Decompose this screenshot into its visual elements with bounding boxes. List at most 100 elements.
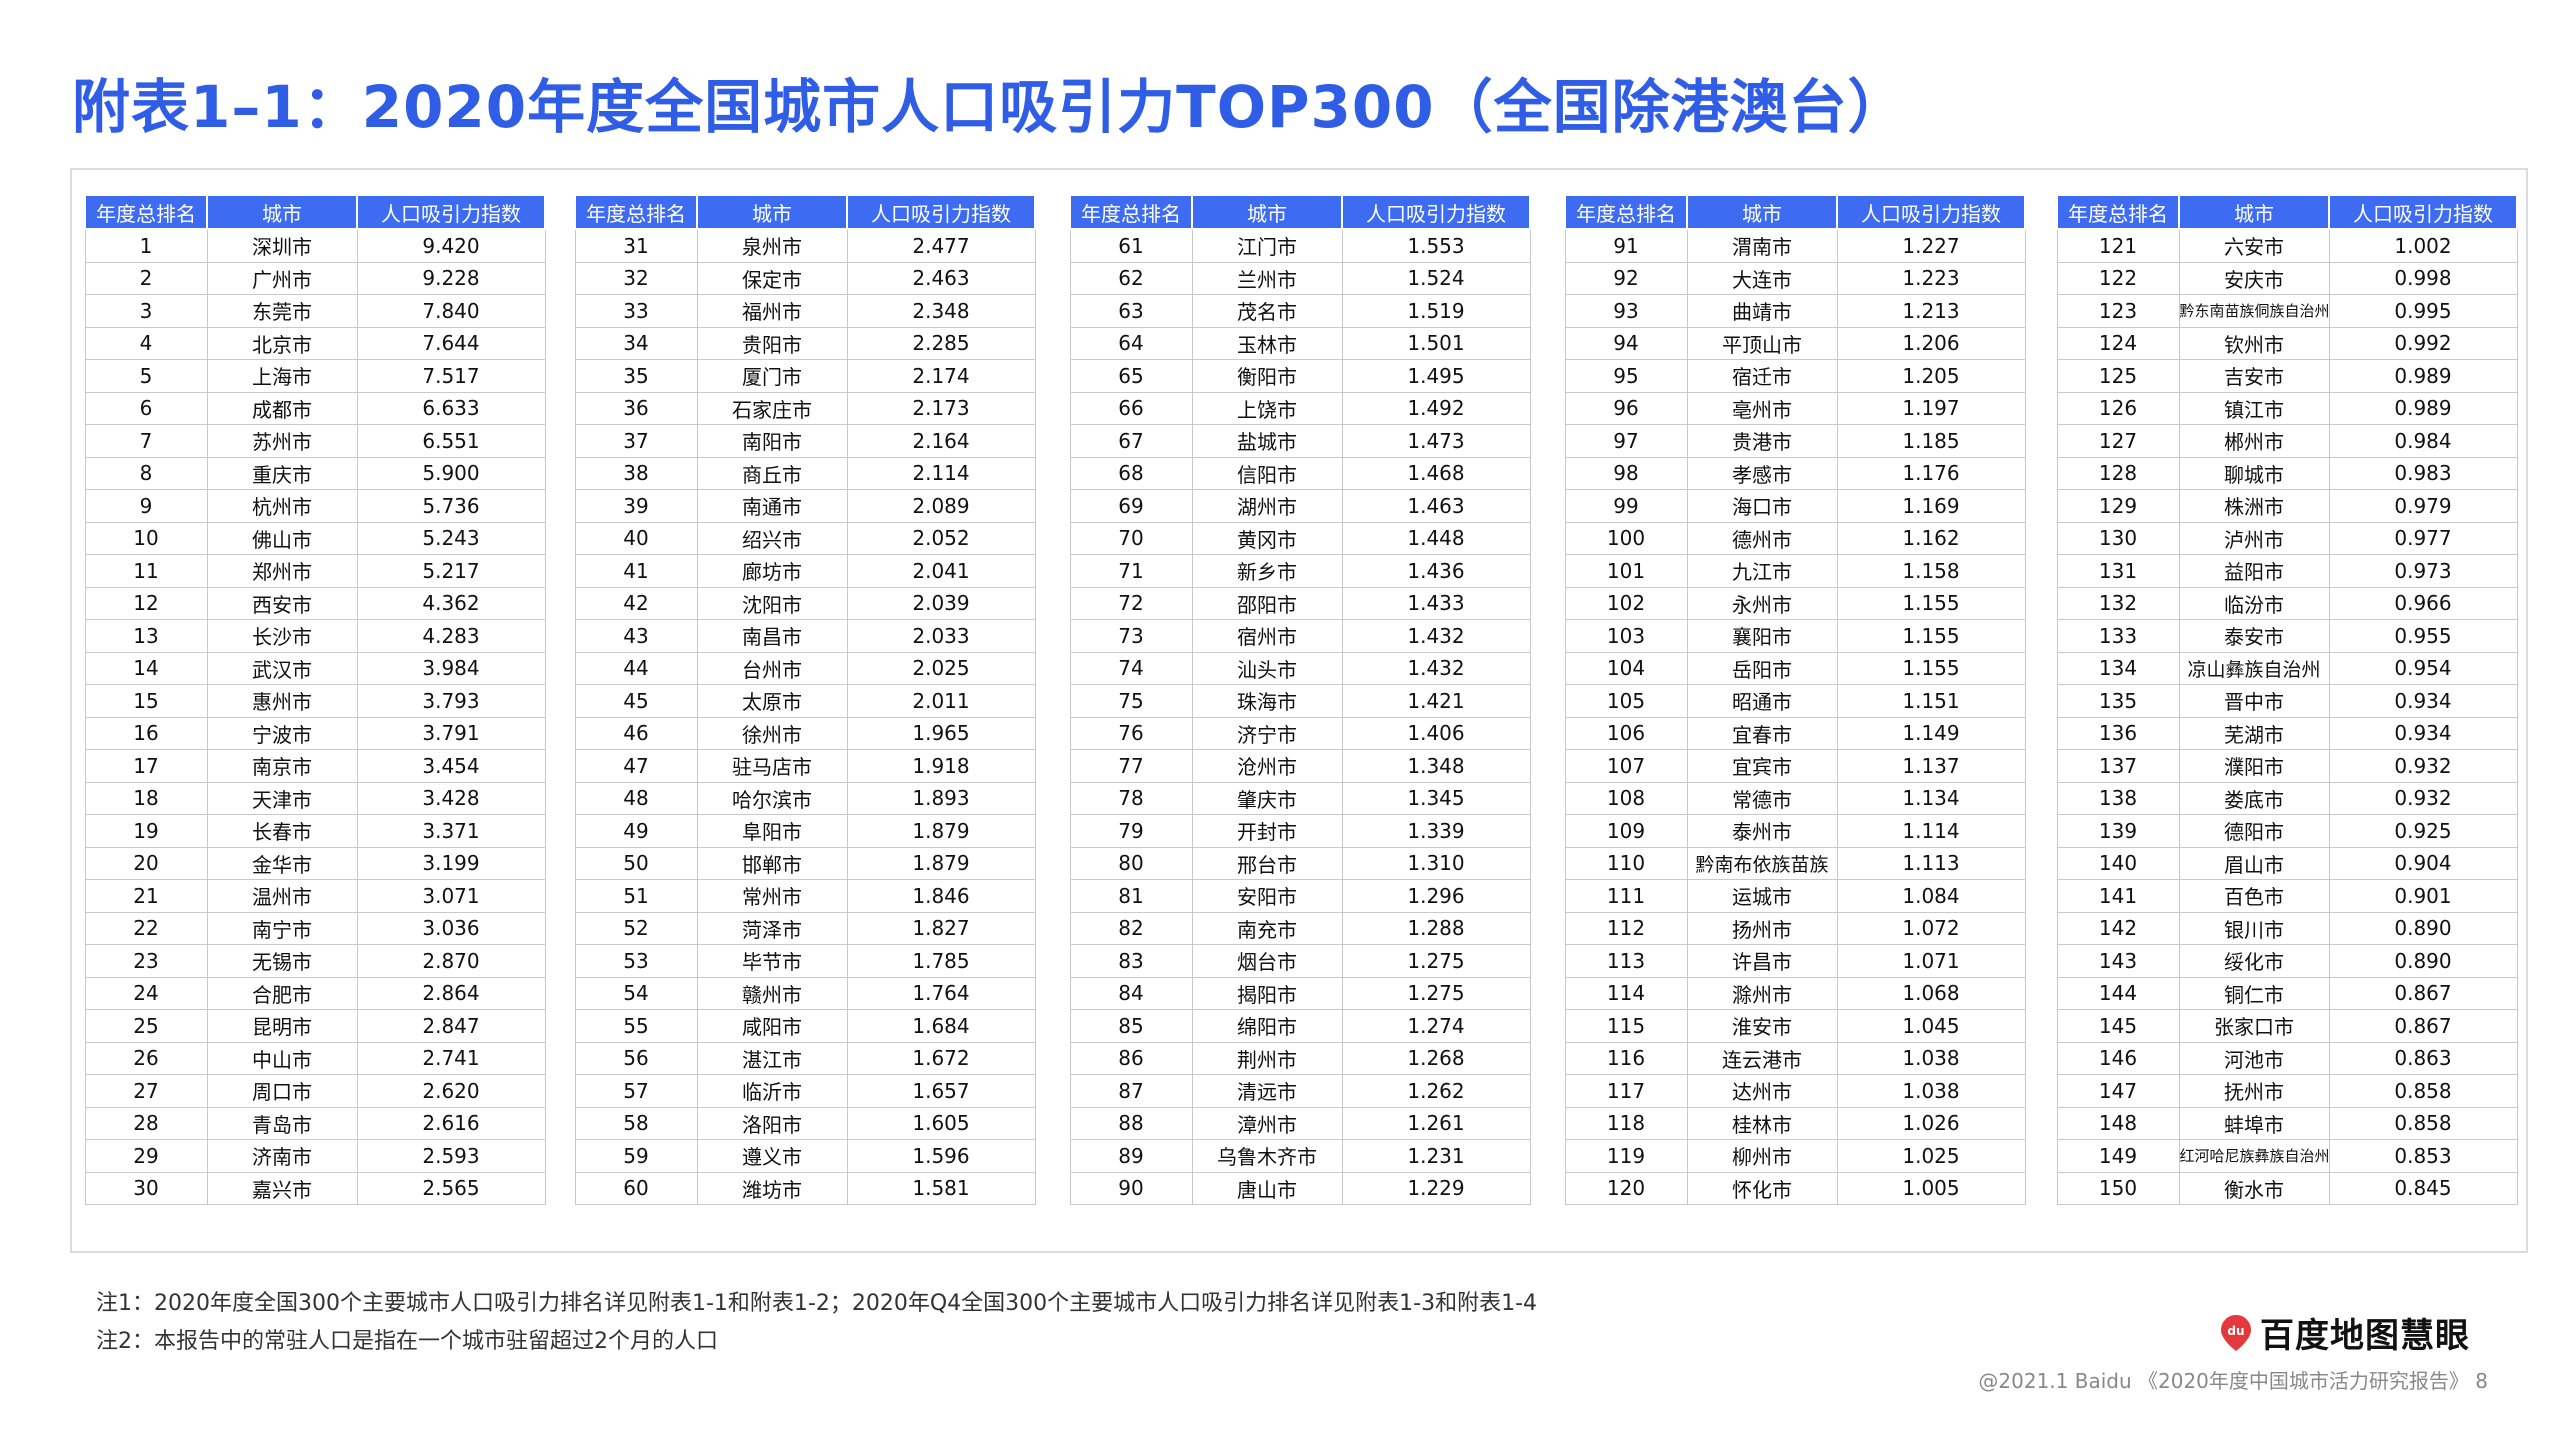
table-row: 124 钦州市 0.992: [2056, 326, 2518, 360]
city-cell: 西安市: [206, 586, 358, 620]
city-cell: 兰州市: [1191, 261, 1343, 295]
city-cell: 唐山市: [1191, 1171, 1343, 1205]
city-header: 城市: [1686, 194, 1838, 230]
city-cell: 桂林市: [1686, 1106, 1838, 1140]
table-row: 5 上海市 7.517: [84, 359, 546, 393]
city-cell: 眉山市: [2178, 846, 2330, 880]
rank-cell: 83: [1069, 944, 1193, 978]
rank-cell: 112: [1564, 911, 1688, 945]
table-row: 24 合肥市 2.864: [84, 976, 546, 1010]
table-row: 92 大连市 1.223: [1564, 261, 2026, 295]
table-row: 32 保定市 2.463: [574, 261, 1036, 295]
table-row: 27 周口市 2.620: [84, 1074, 546, 1108]
city-cell: 渭南市: [1686, 228, 1838, 263]
rank-cell: 129: [2056, 489, 2180, 523]
index-cell: 0.973: [2328, 554, 2518, 588]
table-header-row: 年度总排名 城市 人口吸引力指数: [574, 194, 1036, 230]
table-row: 138 娄底市 0.932: [2056, 781, 2518, 815]
table-row: 31 泉州市 2.477: [574, 228, 1036, 263]
index-cell: 1.134: [1836, 781, 2026, 815]
table-row: 86 荆州市 1.268: [1069, 1041, 1531, 1075]
index-cell: 1.151: [1836, 684, 2026, 718]
index-cell: 1.149: [1836, 716, 2026, 750]
table-row: 52 菏泽市 1.827: [574, 911, 1036, 945]
index-cell: 1.605: [846, 1106, 1036, 1140]
index-cell: 1.162: [1836, 521, 2026, 555]
city-cell: 张家口市: [2178, 1009, 2330, 1043]
table-row: 132 临汾市 0.966: [2056, 586, 2518, 620]
city-cell: 茂名市: [1191, 294, 1343, 328]
rank-cell: 77: [1069, 749, 1193, 783]
table-row: 40 绍兴市 2.052: [574, 521, 1036, 555]
table-row: 91 渭南市 1.227: [1564, 228, 2026, 263]
index-cell: 1.275: [1341, 944, 1531, 978]
index-cell: 1.137: [1836, 749, 2026, 783]
rank-cell: 3: [84, 294, 208, 328]
index-cell: 2.033: [846, 619, 1036, 653]
index-cell: 1.068: [1836, 976, 2026, 1010]
city-cell: 德阳市: [2178, 814, 2330, 848]
city-cell: 济宁市: [1191, 716, 1343, 750]
city-cell: 晋中市: [2178, 684, 2330, 718]
index-cell: 1.176: [1836, 456, 2026, 490]
rank-cell: 46: [574, 716, 698, 750]
table-row: 8 重庆市 5.900: [84, 456, 546, 490]
index-cell: 2.593: [356, 1139, 546, 1173]
city-cell: 盐城市: [1191, 424, 1343, 458]
index-cell: 1.432: [1341, 619, 1531, 653]
ranking-table-3: 年度总排名 城市 人口吸引力指数 61 江门市 1.553 62 兰州市 1.524 63 茂名市 1…: [1069, 194, 1531, 1205]
table-row: 122 安庆市 0.998: [2056, 261, 2518, 295]
city-cell: 常德市: [1686, 781, 1838, 815]
table-row: 95 宿迁市 1.205: [1564, 359, 2026, 393]
index-cell: 0.858: [2328, 1074, 2518, 1108]
rank-cell: 124: [2056, 326, 2180, 360]
rank-cell: 19: [84, 814, 208, 848]
index-cell: 0.890: [2328, 911, 2518, 945]
rank-cell: 99: [1564, 489, 1688, 523]
city-cell: 中山市: [206, 1041, 358, 1075]
index-cell: 1.084: [1836, 879, 2026, 913]
rank-cell: 21: [84, 879, 208, 913]
table-row: 103 襄阳市 1.155: [1564, 619, 2026, 653]
table-row: 97 贵港市 1.185: [1564, 424, 2026, 458]
table-row: 65 衡阳市 1.495: [1069, 359, 1531, 393]
city-cell: 永州市: [1686, 586, 1838, 620]
table-row: 87 清远市 1.262: [1069, 1074, 1531, 1108]
rank-cell: 6: [84, 391, 208, 425]
table-row: 111 运城市 1.084: [1564, 879, 2026, 913]
table-row: 10 佛山市 5.243: [84, 521, 546, 555]
index-cell: 0.983: [2328, 456, 2518, 490]
rank-cell: 119: [1564, 1139, 1688, 1173]
rank-cell: 36: [574, 391, 698, 425]
city-cell: 达州市: [1686, 1074, 1838, 1108]
rank-cell: 1: [84, 228, 208, 263]
index-cell: 1.492: [1341, 391, 1531, 425]
rank-cell: 139: [2056, 814, 2180, 848]
index-cell: 1.229: [1341, 1171, 1531, 1205]
rank-cell: 42: [574, 586, 698, 620]
index-cell: 0.989: [2328, 359, 2518, 393]
city-cell: 株洲市: [2178, 489, 2330, 523]
table-row: 137 濮阳市 0.932: [2056, 749, 2518, 783]
table-row: 35 厦门市 2.174: [574, 359, 1036, 393]
table-row: 76 济宁市 1.406: [1069, 716, 1531, 750]
baidu-map-logo: du 百度地图慧眼: [2220, 1308, 2470, 1357]
index-cell: 2.616: [356, 1106, 546, 1140]
city-cell: 沈阳市: [696, 586, 848, 620]
table-row: 71 新乡市 1.436: [1069, 554, 1531, 588]
city-cell: 惠州市: [206, 684, 358, 718]
table-row: 120 怀化市 1.005: [1564, 1171, 2026, 1205]
rank-cell: 28: [84, 1106, 208, 1140]
city-cell: 苏州市: [206, 424, 358, 458]
city-cell: 宿州市: [1191, 619, 1343, 653]
rank-cell: 102: [1564, 586, 1688, 620]
city-cell: 钦州市: [2178, 326, 2330, 360]
city-cell: 滁州市: [1686, 976, 1838, 1010]
city-cell: 大连市: [1686, 261, 1838, 295]
index-cell: 0.977: [2328, 521, 2518, 555]
city-cell: 重庆市: [206, 456, 358, 490]
rank-cell: 25: [84, 1009, 208, 1043]
index-cell: 1.155: [1836, 651, 2026, 685]
index-cell: 1.038: [1836, 1041, 2026, 1075]
rank-cell: 50: [574, 846, 698, 880]
